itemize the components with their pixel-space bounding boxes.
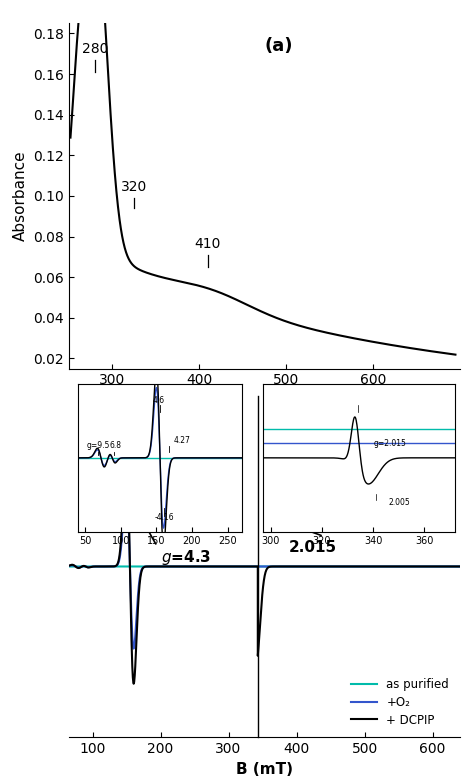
Text: 4.6: 4.6 — [153, 396, 164, 404]
Text: -4.16: -4.16 — [155, 513, 174, 522]
Text: 2.015: 2.015 — [288, 540, 337, 556]
Legend: as purified, +O₂, + DCPIP: as purified, +O₂, + DCPIP — [346, 674, 454, 731]
Text: (b): (b) — [81, 410, 110, 428]
Text: g=9.5: g=9.5 — [86, 442, 110, 450]
Text: 4.27: 4.27 — [173, 436, 191, 445]
Text: 320: 320 — [121, 180, 147, 194]
Y-axis label: Absorbance: Absorbance — [12, 151, 27, 241]
Text: (a): (a) — [264, 37, 293, 55]
X-axis label: Wavelength (nm): Wavelength (nm) — [190, 393, 338, 408]
X-axis label: B (mT): B (mT) — [236, 761, 293, 776]
Text: 2.005: 2.005 — [389, 498, 410, 508]
Text: g=2.015: g=2.015 — [373, 439, 406, 449]
Text: 6.8: 6.8 — [110, 442, 122, 450]
Text: 280: 280 — [82, 42, 108, 56]
Text: $\it{g}$=4.3: $\it{g}$=4.3 — [161, 549, 211, 567]
Text: 410: 410 — [195, 237, 221, 251]
